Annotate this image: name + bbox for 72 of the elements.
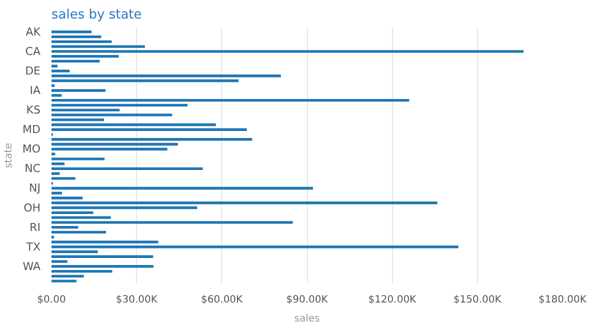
bar [52, 206, 198, 210]
x-tick-label: $180.00K [538, 294, 587, 306]
y-tick-label: NC [24, 162, 41, 176]
y-tick-label: RI [30, 220, 41, 234]
bar [52, 128, 247, 131]
bar [52, 60, 100, 63]
y-tick-label: AK [26, 25, 42, 38]
bar [52, 230, 106, 234]
bar [52, 54, 119, 58]
bar [52, 123, 216, 126]
bar [52, 142, 178, 146]
bar [52, 89, 106, 92]
bar [52, 70, 70, 72]
x-tick-label: $120.00K [368, 294, 417, 306]
bar [52, 216, 111, 219]
bar [52, 202, 438, 204]
bar [52, 30, 92, 34]
bar [52, 162, 65, 166]
bar [52, 221, 293, 224]
bar [52, 104, 188, 107]
y-tick-label: DE [25, 64, 41, 78]
bar [52, 255, 154, 258]
bar [52, 114, 172, 116]
bar [52, 274, 84, 278]
y-tick-label: MO [22, 142, 41, 156]
bar [52, 177, 76, 180]
bar [52, 94, 62, 97]
y-tick-label: IA [30, 84, 41, 98]
bar [52, 270, 112, 273]
x-axis-title: sales [294, 314, 320, 324]
bar [52, 158, 105, 160]
x-tick-label: $90.00K [286, 294, 328, 306]
bar [52, 250, 98, 254]
bar [52, 211, 94, 214]
x-tick-label: $150.00K [453, 294, 502, 306]
x-tick-label: $60.00K [201, 294, 244, 306]
bar [52, 45, 145, 48]
bar [52, 148, 168, 150]
y-tick-label: KS [26, 104, 41, 117]
y-tick-label: OH [24, 201, 41, 214]
bar [52, 196, 83, 200]
bar [52, 240, 158, 244]
bar [52, 35, 102, 38]
bar [52, 74, 281, 78]
bar [52, 236, 54, 238]
bar [52, 265, 154, 268]
chart-title: sales by state [52, 8, 142, 22]
bar [52, 246, 458, 248]
y-tick-label: MD [22, 123, 41, 136]
bar [52, 118, 104, 122]
bar [52, 260, 68, 263]
bar [52, 40, 112, 44]
bar [52, 152, 56, 156]
bar [52, 50, 524, 53]
y-axis-title: state [3, 142, 14, 168]
bar [52, 64, 58, 68]
bar [52, 138, 252, 141]
y-tick-label: TX [25, 240, 41, 254]
bar [52, 108, 120, 112]
bar [52, 79, 239, 82]
y-tick-label: CA [25, 44, 41, 58]
bar [52, 186, 313, 190]
bar [52, 98, 410, 102]
bar [52, 172, 60, 175]
x-tick-label: $30.00K [116, 294, 158, 306]
bar [52, 192, 62, 194]
y-tick-label: NJ [29, 182, 41, 195]
bar [52, 167, 203, 170]
y-tick-label: WA [22, 260, 41, 273]
bar [52, 226, 78, 229]
bar [52, 280, 76, 282]
x-tick-label: $0.00 [37, 294, 66, 306]
